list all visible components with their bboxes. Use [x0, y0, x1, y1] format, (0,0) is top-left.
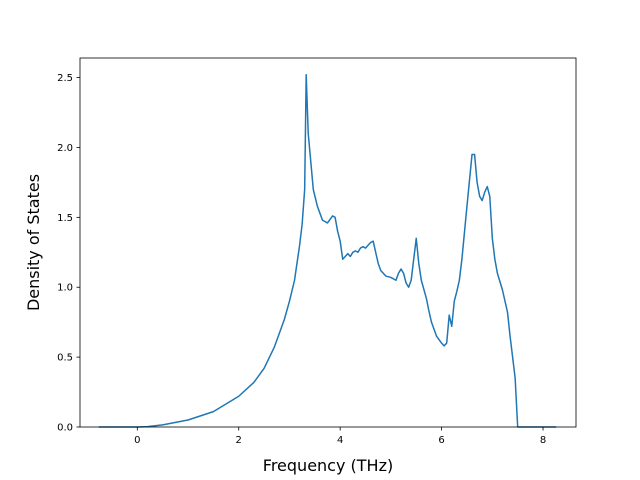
x-tick-label: 4	[337, 435, 343, 446]
y-tick-label: 2.0	[57, 143, 73, 154]
dos-series-line-0	[98, 74, 557, 428]
plot-area	[98, 74, 557, 428]
x-tick-label: 2	[236, 435, 242, 446]
y-tick-label: 0.5	[57, 353, 73, 364]
x-tick-label: 8	[540, 435, 546, 446]
x-tick-label: 6	[438, 435, 444, 446]
y-tick-label: 1.5	[57, 213, 73, 224]
x-tick-label: 0	[134, 435, 140, 446]
axes-frame	[79, 57, 577, 428]
x-axis-label: Frequency (THz)	[263, 456, 393, 475]
x-axis: 0 2 4 6 8	[134, 427, 546, 446]
y-tick-label: 1.0	[57, 283, 73, 294]
y-axis-label: Density of States	[24, 174, 43, 311]
y-tick-label: 0.0	[57, 423, 73, 434]
y-tick-label: 2.5	[57, 73, 73, 84]
y-axis: 0.0 0.5 1.0 1.5 2.0 2.5	[57, 73, 80, 434]
